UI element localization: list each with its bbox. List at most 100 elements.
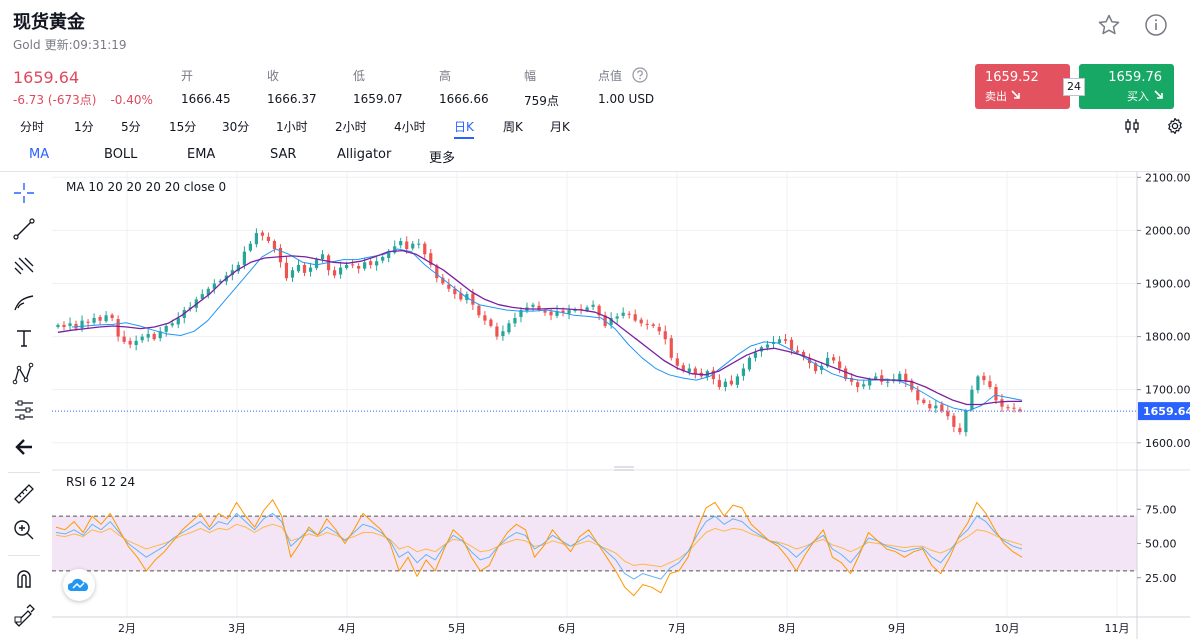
price-chart[interactable]: 2100.00 2000.00 1900.00 1800.00 1700.00 1600.…: [52, 172, 1190, 639]
candle-body: [741, 368, 746, 376]
brand-logo-icon: [63, 569, 95, 601]
tab-timeframe[interactable]: 2小时: [335, 120, 367, 134]
candle-body: [170, 323, 174, 326]
sell-label: 卖出: [985, 90, 1007, 103]
candle-body: [278, 247, 283, 263]
buy-price: 1659.76: [1108, 70, 1162, 85]
fib-icon[interactable]: [9, 251, 39, 281]
candle-body: [441, 277, 445, 284]
spread-badge: 24: [1063, 78, 1085, 96]
candle-body: [964, 410, 968, 433]
x-tick-label: 4月: [338, 622, 356, 635]
pattern-icon[interactable]: [9, 359, 39, 389]
settings-icon[interactable]: [1162, 113, 1188, 139]
compare-icon[interactable]: [1119, 113, 1145, 139]
star-icon[interactable]: [1096, 12, 1122, 38]
candle-body: [501, 331, 505, 337]
candle-body: [693, 368, 697, 374]
candle-body: [338, 267, 343, 275]
candle-body: [711, 370, 715, 380]
candle-body: [910, 380, 914, 390]
candle-body: [801, 351, 806, 357]
rsi-legend: RSI 6 12 24: [66, 475, 136, 489]
ruler-icon[interactable]: [9, 479, 39, 509]
tab-timeframe[interactable]: 15分: [169, 120, 197, 134]
tab-indicator[interactable]: Alligator: [337, 147, 392, 162]
candle-body: [86, 321, 90, 323]
tab-timeframe[interactable]: 1分: [74, 120, 94, 134]
candle-body: [928, 404, 932, 409]
candle-body: [567, 310, 571, 314]
tab-indicator-active[interactable]: MA: [29, 147, 50, 162]
y-tick-label: 1700.00: [1145, 384, 1190, 397]
candle-body: [140, 336, 144, 341]
candle-body: [531, 304, 535, 307]
tab-timeframe[interactable]: 30分: [222, 120, 250, 134]
zoom-in-icon[interactable]: [9, 515, 39, 545]
symbol-name: Gold: [13, 38, 41, 52]
candle-body: [765, 344, 770, 348]
candle-body: [585, 307, 589, 311]
candle-body: [832, 357, 836, 361]
candle-body: [459, 293, 463, 300]
measure-icon[interactable]: [9, 395, 39, 425]
candle-body: [369, 261, 373, 265]
candle-body: [627, 313, 631, 315]
change-pct: -0.40%: [110, 93, 153, 107]
candle-body: [242, 251, 246, 265]
help-icon[interactable]: [632, 67, 648, 87]
candle-body: [206, 288, 210, 296]
sell-button[interactable]: 1659.52 卖出: [975, 64, 1070, 109]
buy-button[interactable]: 1659.76 买入: [1079, 64, 1174, 109]
tab-timeframe[interactable]: 1小时: [276, 120, 308, 134]
candle-body: [260, 232, 265, 236]
candle-body: [886, 381, 890, 383]
crosshair-icon[interactable]: [9, 178, 39, 208]
candle-body: [254, 233, 259, 245]
candle-body: [110, 314, 114, 318]
info-icon[interactable]: [1143, 12, 1169, 38]
back-arrow-icon[interactable]: [9, 432, 39, 462]
change-abs: -6.73 (-673点): [13, 93, 97, 107]
tab-indicator[interactable]: EMA: [187, 147, 216, 162]
rsi-slow-line: [55, 523, 1023, 568]
candle-body: [152, 333, 156, 340]
stat-open: 开 1666.45: [181, 69, 231, 106]
candle-body: [423, 243, 427, 255]
rsi-tick-label: 50.00: [1145, 538, 1177, 551]
lock-draw-icon[interactable]: [9, 600, 39, 630]
candle-body: [266, 236, 271, 242]
candle-body: [453, 288, 457, 295]
brush-icon[interactable]: [9, 287, 39, 317]
candle-body: [122, 336, 126, 342]
tab-indicator[interactable]: BOLL: [104, 147, 138, 162]
tab-timeframe[interactable]: 周K: [503, 120, 523, 134]
trend-line-icon[interactable]: [9, 214, 39, 244]
tab-timeframe[interactable]: 4小时: [394, 120, 426, 134]
candle-body: [591, 304, 595, 307]
magnet-icon[interactable]: [9, 564, 39, 594]
candle-body: [272, 241, 277, 249]
stat-low: 低 1659.07: [353, 69, 403, 106]
candle-body: [164, 325, 168, 332]
x-tick-label: 3月: [228, 622, 246, 635]
tab-timeframe-active[interactable]: 日K: [454, 120, 474, 139]
tab-indicator[interactable]: SAR: [270, 147, 297, 162]
candle-body: [958, 427, 962, 433]
tab-timeframe[interactable]: 5分: [121, 120, 141, 134]
tab-timeframe[interactable]: 月K: [550, 120, 570, 134]
candle-body: [471, 293, 475, 305]
x-tick-label: 2月: [118, 622, 136, 635]
x-tick-label: 6月: [558, 622, 576, 635]
candle-body: [200, 294, 204, 299]
candle-body: [777, 339, 782, 343]
tab-timeframe[interactable]: 分时: [20, 120, 45, 134]
candle-body: [345, 264, 349, 269]
tab-indicator-more[interactable]: 更多: [429, 151, 456, 166]
candle-body: [633, 314, 637, 321]
candle-body: [555, 311, 559, 316]
candle-body: [621, 312, 625, 316]
candle-body: [134, 340, 138, 346]
candle-body: [411, 243, 415, 249]
text-icon[interactable]: [9, 323, 39, 353]
